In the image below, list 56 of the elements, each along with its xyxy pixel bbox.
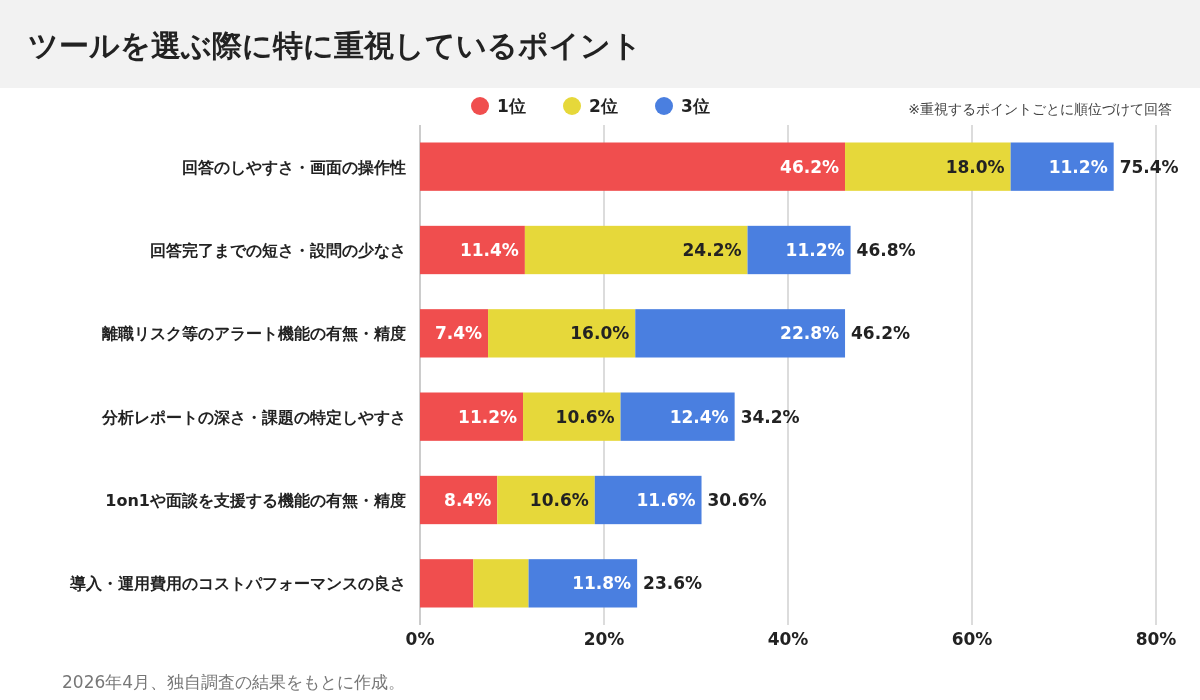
total-label: 34.2% — [740, 406, 800, 427]
total-label: 46.2% — [851, 323, 911, 344]
bar — [497, 475, 595, 525]
data-label: 16.0% — [570, 323, 630, 344]
legend-label: 2位 — [589, 96, 618, 116]
x-tick-label: 60% — [951, 629, 993, 649]
data-label: 22.8% — [780, 323, 840, 344]
bar — [747, 225, 851, 275]
y-tick-label: 離職リスク等のアラート機能の有無・精度 — [101, 324, 406, 344]
bar — [620, 392, 735, 441]
text: 2026年4月、独自調査の結果をもとに作成。 — [62, 672, 406, 692]
total-label: 75.4% — [1119, 156, 1179, 177]
bar — [635, 309, 846, 358]
bar — [594, 475, 702, 525]
data-label: 11.2% — [1048, 156, 1108, 177]
data-label: 10.6% — [529, 490, 589, 510]
total-label: 23.6% — [643, 573, 703, 594]
legend-label: 3位 — [681, 96, 710, 116]
x-tick-label: 40% — [767, 629, 809, 649]
data-label: 24.2% — [682, 240, 742, 260]
bar — [845, 142, 1011, 191]
y-tick-label: 1on1や面談を支援する機能の有無・精度 — [105, 491, 406, 510]
legend-label: 1位 — [497, 96, 526, 116]
data-label: 10.6% — [555, 406, 615, 427]
data-label: 11.8% — [572, 573, 632, 594]
y-tick-label: 分析レポートの深さ・課題の特定しやすさ — [101, 407, 406, 427]
bar — [488, 309, 636, 358]
bar — [524, 225, 748, 275]
bar — [1010, 142, 1114, 191]
bar — [528, 559, 638, 608]
bar — [523, 392, 621, 441]
bar — [420, 309, 489, 358]
data-label: 11.6% — [636, 490, 696, 510]
x-tick-label: 20% — [583, 629, 625, 649]
data-label: 7.4% — [434, 323, 483, 344]
bar — [420, 225, 525, 275]
chart-title: ツールを選ぶ際に特に重視しているポイント — [28, 28, 642, 63]
bar — [420, 142, 846, 191]
data-label: 46.2% — [780, 156, 840, 177]
y-tick-label: 回答完了までの短さ・設問の少なさ — [150, 241, 406, 260]
bar — [420, 392, 524, 441]
bar — [420, 559, 474, 608]
data-label: 11.2% — [458, 406, 518, 427]
bar — [473, 559, 529, 608]
x-tick-label: 0% — [405, 629, 435, 649]
data-label: 18.0% — [945, 156, 1005, 177]
data-label: 11.4% — [459, 240, 519, 260]
data-label: 11.2% — [785, 240, 845, 260]
total-label: 30.6% — [707, 490, 767, 510]
data-label: 12.4% — [669, 406, 729, 427]
y-tick-label: 回答のしやすさ・画面の操作性 — [182, 157, 406, 177]
data-label: 8.4% — [444, 490, 492, 510]
x-tick-label: 80% — [1135, 629, 1177, 649]
text: ※重視するポイントごとに順位づけて回答 — [908, 101, 1172, 117]
y-tick-label: 導入・運用費用のコストパフォーマンスの良さ — [69, 574, 406, 594]
total-label: 46.8% — [856, 240, 916, 260]
